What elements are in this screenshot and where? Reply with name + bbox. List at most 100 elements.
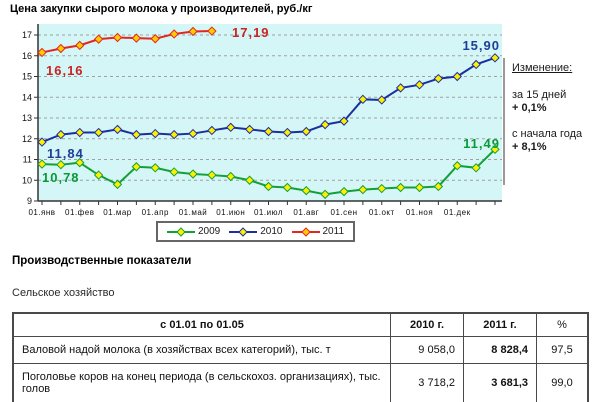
series-marker-2009 — [244, 175, 255, 185]
series-marker-2010 — [320, 119, 330, 130]
series-marker-2009 — [207, 170, 217, 180]
series-marker-2010 — [207, 125, 217, 136]
change-item-ytd: с начала года + 8,1% — [512, 128, 596, 154]
series-marker-2009 — [395, 182, 406, 193]
legend-label: 2011 — [322, 226, 345, 237]
series-marker-2010 — [93, 127, 104, 138]
x-tick-label: 01.фев — [65, 208, 94, 217]
series-marker-2009 — [112, 179, 123, 190]
legend-label: 2010 — [260, 226, 283, 237]
series-marker-2009 — [169, 167, 179, 177]
series-marker-2010 — [339, 116, 349, 126]
series-marker-2010 — [282, 127, 293, 138]
series-marker-2011 — [131, 33, 142, 43]
series-marker-2009 — [471, 163, 481, 173]
series-marker-2010 — [433, 73, 444, 84]
change-value: + 8,1% — [512, 141, 547, 153]
x-tick-label: 01.ноя — [406, 208, 433, 217]
legend-item-2010: 2010 — [229, 226, 283, 237]
legend-item-2009: 2009 — [167, 226, 220, 237]
series-marker-2009 — [263, 181, 274, 192]
series-marker-2011 — [56, 43, 66, 54]
x-tick-label: 01.янв — [28, 208, 55, 217]
series-marker-2009 — [188, 169, 198, 179]
y-tick-label: 16 — [22, 51, 32, 61]
series-marker-2009 — [433, 181, 444, 192]
y-tick-label: 15 — [22, 72, 32, 82]
legend-item-2011: 2011 — [291, 226, 345, 237]
series-line-2011 — [41, 30, 212, 54]
legend-marker-icon — [291, 226, 320, 237]
table-row: Валовой надой молока (в хозяйствах всех … — [12, 336, 589, 364]
x-tick-label: 01.мар — [103, 208, 132, 217]
y-tick-label: 13 — [22, 113, 32, 123]
series-marker-2009 — [301, 185, 311, 196]
series-marker-2009 — [377, 183, 387, 194]
table-row: Поголовье коров на конец периода (в сель… — [12, 363, 589, 402]
series-marker-2009 — [358, 184, 368, 195]
x-tick-label: 01.дек — [444, 208, 471, 217]
x-tick-label: 01.июн — [216, 208, 245, 217]
milk-price-chart-block: Цена закупки сырого молока у производите… — [10, 3, 596, 242]
chart-title: Цена закупки сырого молока у производите… — [10, 3, 313, 15]
point-label: 15,90 — [462, 38, 500, 53]
series-marker-2009 — [414, 182, 425, 193]
series-marker-2011 — [112, 32, 123, 43]
point-label: 11,49 — [463, 136, 500, 151]
series-marker-2011 — [75, 40, 85, 51]
series-marker-2010 — [490, 53, 500, 63]
change-panel: Изменение: за 15 дней + 0,1% с начала го… — [512, 62, 596, 167]
series-marker-2010 — [358, 94, 368, 105]
legend-label: 2009 — [198, 226, 221, 237]
series-marker-2010 — [452, 71, 462, 82]
point-label: 17,19 — [232, 25, 270, 40]
series-marker-2009 — [56, 159, 66, 170]
chart-legend: 2009 2010 2011 — [156, 221, 356, 242]
series-marker-2009 — [490, 144, 500, 155]
change-heading: Изменение: — [512, 62, 573, 74]
series-marker-2009 — [226, 171, 236, 182]
series-marker-2010 — [131, 129, 142, 140]
series-marker-2010 — [75, 127, 85, 138]
section-label-agriculture: Сельское хозяйство — [12, 287, 115, 299]
series-marker-2011 — [150, 34, 160, 44]
series-marker-2010 — [112, 124, 123, 135]
legend-marker-icon — [229, 226, 258, 237]
series-marker-2010 — [169, 129, 179, 140]
x-tick-label: 01.июл — [254, 208, 283, 217]
value-2010-cell: 9 058,0 — [390, 336, 464, 364]
section-heading-production: Производственные показатели — [12, 255, 192, 267]
point-label: 11,84 — [47, 146, 84, 161]
x-tick-label: 01.апр — [142, 208, 169, 217]
series-marker-2010 — [414, 80, 425, 90]
change-label: с начала года — [512, 128, 583, 140]
indicator-cell: Поголовье коров на конец периода (в сель… — [12, 363, 391, 402]
percent-cell: 97,5 — [536, 336, 589, 364]
series-marker-2011 — [169, 29, 179, 39]
milk-price-line-chart: 9 10 11 12 13 14 15 16 17 01.янв 01.фев 01.мар 01.ап… — [22, 24, 502, 217]
change-label: за 15 дней — [512, 89, 567, 101]
col-header-2010: 2010 г. — [390, 312, 464, 337]
value-2011-cell: 3 681,3 — [463, 363, 537, 402]
x-tick-label: 01.авг — [293, 208, 319, 217]
percent-cell: 99,0 — [536, 363, 589, 402]
series-marker-2010 — [263, 126, 274, 137]
change-value: + 0,1% — [512, 102, 547, 114]
plot-area — [38, 24, 502, 201]
series-marker-2010 — [301, 126, 311, 137]
col-header-2011: 2011 г. — [463, 312, 537, 337]
series-marker-2010 — [471, 59, 481, 70]
series-marker-2011 — [37, 47, 47, 58]
series-marker-2009 — [75, 157, 85, 168]
series-marker-2010 — [56, 129, 66, 140]
series-marker-2010 — [395, 83, 406, 93]
series-marker-2011 — [188, 26, 198, 37]
indicators-table-wrap: с 01.01 по 01.05 2010 г. 2011 г. % Валов… — [12, 312, 589, 402]
series-marker-2009 — [339, 186, 349, 197]
point-label: 16,16 — [46, 63, 84, 78]
series-marker-2010 — [188, 128, 198, 139]
series-marker-2011 — [207, 26, 217, 36]
series-marker-2010 — [150, 128, 160, 139]
point-label: 10,78 — [42, 170, 80, 185]
series-marker-2009 — [452, 161, 462, 171]
